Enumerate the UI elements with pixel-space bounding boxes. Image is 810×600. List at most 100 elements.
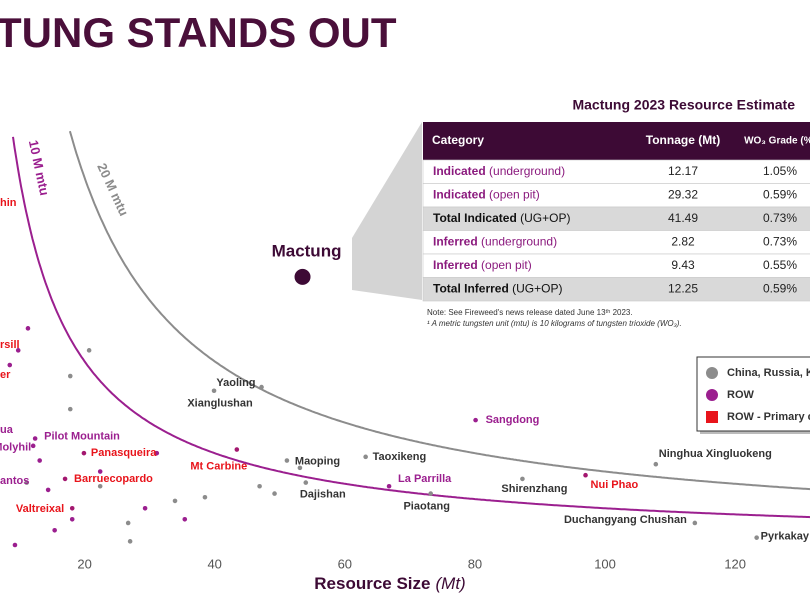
highlight-point [294,268,311,285]
x-tick-label: 120 [724,556,746,571]
data-point [7,362,13,368]
data-point [234,447,240,452]
data-point [67,373,73,379]
point-label: er [0,369,11,381]
data-point [653,461,659,467]
point-label: Xianglushan [187,398,253,410]
legend-marker [706,367,718,379]
x-tick-label: 40 [207,556,221,571]
x-axis-label-text: Resource Size [314,574,430,593]
table-cell: 0.73% [763,211,797,225]
point-label: Ninghua Xingluokeng [659,448,772,460]
table-cell: Inferred (underground) [433,235,557,249]
data-point [125,520,131,526]
data-point [473,417,478,423]
data-point [24,480,29,485]
data-point [97,469,103,474]
data-point [81,450,87,456]
data-point [363,454,368,460]
legend: China, Russia, Ka ROW ROW - Primary c [696,356,810,434]
data-point [386,483,392,489]
table-cell: 0.55% [763,258,797,272]
table-cell-category: Total Indicated [433,211,517,225]
table-cell: 41.49 [668,211,698,225]
table-cell: Total Inferred (UG+OP) [433,282,562,296]
point-label: Barruecopardo [74,473,153,485]
table-cell: 0.59% [763,188,797,202]
data-point [69,505,75,511]
data-point [182,516,188,522]
isoline-label: 20 M mtu [94,161,131,218]
table-cell: Inferred (open pit) [433,258,532,272]
point-label: Pyrkakay [761,531,810,543]
table-cell-category: Inferred [433,235,478,249]
table-note: ¹ A metric tungsten unit (mtu) is 10 kil… [427,319,682,328]
x-axis-label-unit: (Mt) [436,574,466,593]
data-point [297,465,303,471]
point-label: Mt Carbine [190,460,247,472]
table-title: Mactung 2023 Resource Estimate [572,97,795,113]
table-cell-qualifier: (open pit) [486,188,540,202]
table-cell: 12.17 [668,164,698,178]
data-point [257,483,262,489]
point-label: Pilot Mountain [44,430,120,442]
point-label: Panasqueira [91,447,157,459]
table-cell-qualifier: (open pit) [478,258,532,272]
point-label: Valtreixal [16,503,64,515]
point-label: Shirenzhang [501,483,567,495]
point-label: antos [0,475,29,487]
point-label: Dajishan [300,488,346,500]
table-cell-category: Indicated [433,188,486,202]
highlight-label: Mactung [272,241,342,260]
point-label: Piaotang [403,500,449,512]
table-cell: 9.43 [671,258,695,272]
point-label: La Parrilla [398,473,452,485]
data-point [272,491,277,496]
data-point [86,348,92,353]
data-point [25,326,31,331]
point-label: Maoping [295,455,340,467]
data-point [303,480,309,485]
legend-label: ROW [727,389,755,401]
table-header-bg [423,122,810,160]
table-cell: Indicated (underground) [433,164,565,178]
data-point [69,516,75,522]
data-point [754,535,759,540]
data-point [583,472,588,478]
data-point [259,384,264,390]
table-cell-qualifier: (underground) [478,235,557,249]
table-cell: 0.73% [763,235,797,249]
data-point [45,487,51,493]
isoline [12,136,810,519]
legend-marker [706,411,718,423]
table-note: Note: See Fireweed's news release dated … [427,308,633,317]
data-point [692,520,698,526]
table-cell: 2.82 [671,235,695,249]
data-point [67,406,73,412]
data-point [32,436,38,441]
legend-label: ROW - Primary c [727,411,810,423]
table-cell-category: Inferred [433,258,478,272]
table-cell: 0.59% [763,282,797,296]
x-tick-label: 60 [338,556,352,571]
table-row-bg [422,277,810,302]
point-label: Taoxikeng [373,451,427,463]
point-label: hin [0,197,17,209]
table-header-cell: Tonnage (Mt) [646,133,720,147]
data-point [52,528,57,533]
table-cell-qualifier: (underground) [486,164,565,178]
table-cell-qualifier: (UG+OP) [517,211,571,225]
point-label: Sangdong [486,414,540,426]
table-cell-category: Total Inferred [433,282,509,296]
data-point [127,539,133,544]
table-cell-qualifier: (UG+OP) [509,282,563,296]
data-point [97,483,103,489]
point-label: Nui Phao [591,479,639,491]
data-point [37,458,42,463]
data-point [12,542,18,548]
data-point [154,450,160,456]
x-tick-label: 20 [77,556,91,571]
data-point [62,476,68,482]
table-cell-category: Indicated [433,164,486,178]
isoline-label: 10 M mtu [26,139,52,197]
